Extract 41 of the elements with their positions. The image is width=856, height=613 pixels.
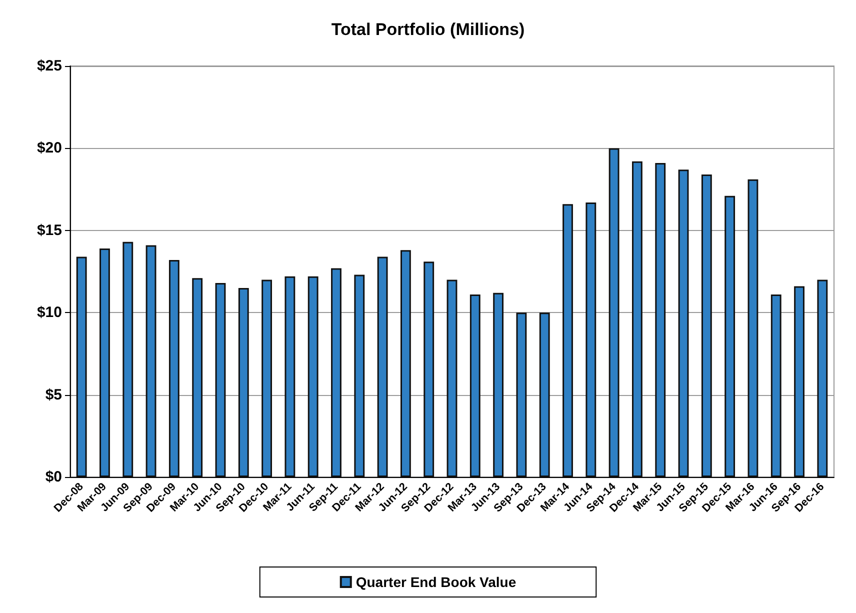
y-tick-label: $10 (36, 304, 62, 322)
bar (262, 280, 272, 477)
bar (817, 280, 828, 477)
bar (100, 248, 110, 477)
y-tick-label: $0 (45, 468, 62, 486)
y-tick-label: $15 (36, 222, 62, 239)
bar (424, 262, 434, 477)
bar (493, 292, 504, 477)
bar (586, 202, 596, 477)
bar (377, 256, 388, 477)
chart-title: Total Portfolio (Millions) (331, 20, 525, 39)
bar (308, 276, 318, 477)
bar (446, 280, 458, 477)
y-tick-label: $5 (45, 386, 62, 404)
bar (400, 250, 411, 477)
bar (331, 268, 342, 477)
bar (794, 286, 804, 477)
bar (678, 170, 689, 477)
bar (539, 312, 550, 477)
bar (516, 312, 527, 477)
bar (470, 294, 480, 477)
bar (655, 162, 666, 477)
bar (146, 245, 156, 477)
bar (748, 179, 758, 477)
bar (284, 276, 296, 477)
bar (192, 278, 203, 477)
y-tick-label: $25 (36, 58, 62, 74)
bar (562, 204, 573, 477)
y-tick-label: $20 (36, 140, 62, 157)
bar (168, 260, 180, 477)
bar (724, 196, 736, 477)
legend-label: Quarter End Book Value (356, 574, 516, 590)
bar (354, 274, 365, 477)
bar (701, 174, 712, 477)
bar (76, 256, 87, 477)
bar (122, 242, 134, 477)
bar (608, 148, 620, 477)
bar (215, 283, 226, 477)
bar (770, 294, 782, 477)
bar (238, 288, 249, 477)
bar (632, 161, 642, 477)
